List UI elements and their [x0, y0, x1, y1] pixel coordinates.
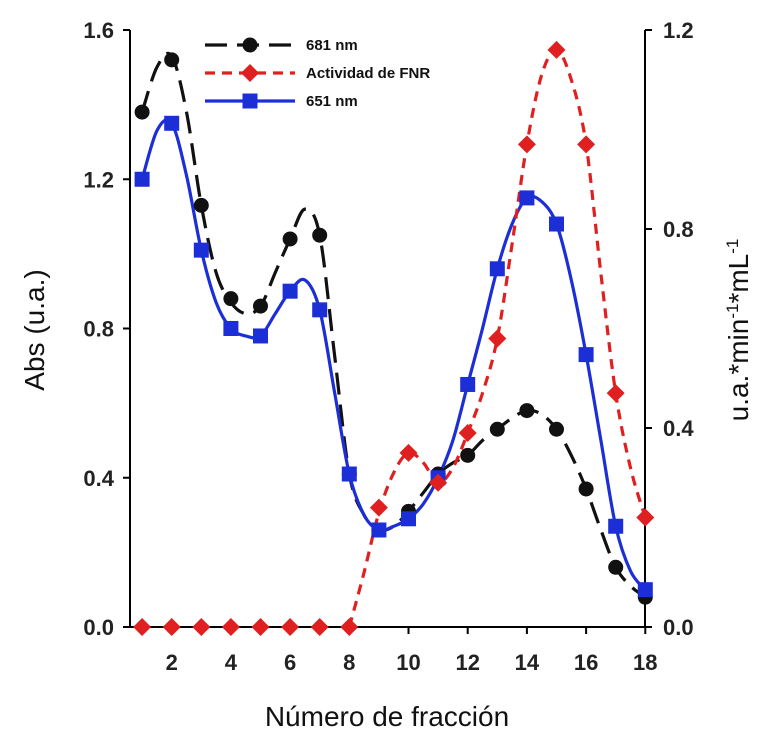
y-right-tick-label: 1.2	[663, 18, 694, 43]
legend-label-651-nm: 651 nm	[306, 93, 358, 110]
y-left-tick-label: 0.0	[83, 615, 114, 640]
data-point-actividad-de-fnr	[192, 618, 211, 636]
legend-marker-681-nm	[242, 37, 258, 53]
data-point-actividad-de-fnr	[636, 508, 655, 527]
y-right-tick-label: 0.4	[663, 416, 694, 441]
data-point-681-nm	[460, 447, 476, 463]
data-point-actividad-de-fnr	[606, 384, 625, 403]
data-point-actividad-de-fnr	[281, 618, 300, 636]
data-point-651-nm	[193, 242, 209, 258]
data-point-actividad-de-fnr	[488, 329, 507, 348]
data-point-681-nm	[608, 559, 624, 575]
y-right-ticks: 0.0 0.4 0.8 1.2	[645, 18, 694, 640]
data-point-actividad-de-fnr	[458, 423, 477, 442]
data-point-651-nm	[371, 522, 387, 538]
data-point-681-nm	[549, 421, 564, 437]
data-point-actividad-de-fnr	[162, 618, 181, 636]
data-point-actividad-de-fnr	[251, 618, 270, 636]
data-point-681-nm	[164, 52, 180, 68]
series-line-actividad-de-fnr	[347, 48, 647, 628]
y-axis-left-title: Abs (u.a.)	[19, 269, 50, 390]
y-left-tick-label: 0.4	[83, 466, 114, 491]
x-tick-label: 8	[343, 650, 355, 675]
data-point-651-nm	[489, 261, 505, 277]
x-tick-label: 14	[515, 650, 540, 675]
x-tick-label: 16	[574, 650, 598, 675]
data-point-651-nm	[578, 347, 594, 363]
data-point-651-nm	[164, 115, 180, 131]
data-point-actividad-de-fnr	[577, 135, 596, 154]
data-point-681-nm	[489, 421, 505, 437]
y-right-tick-label: 0.8	[663, 217, 694, 242]
series-line-681-nm	[140, 51, 647, 599]
series-line-651-nm	[140, 118, 647, 591]
data-point-651-nm	[401, 511, 416, 527]
y-left-tick-label: 1.6	[83, 18, 114, 43]
data-point-actividad-de-fnr	[399, 443, 418, 462]
y-right-tick-label: 0.0	[663, 615, 694, 640]
x-axis-title: Número de fracción	[265, 701, 509, 732]
data-point-actividad-de-fnr	[221, 618, 240, 636]
legend-marker-actividad-de-fnr	[241, 64, 259, 82]
x-tick-label: 12	[455, 650, 479, 675]
axes	[129, 30, 646, 628]
data-point-actividad-de-fnr	[310, 618, 329, 636]
data-point-actividad-de-fnr	[340, 618, 359, 636]
data-point-651-nm	[223, 321, 239, 336]
x-tick-label: 10	[396, 650, 420, 675]
y-axis-right-title-part-1: u.a.*min	[723, 319, 754, 422]
legend: 681 nm Actividad de FNR 651 nm	[205, 37, 430, 110]
y-axis-right-title-sup-1: -1	[723, 304, 742, 319]
y-axis-right-title-sup-2: -1	[723, 239, 742, 254]
y-left-tick-label: 0.8	[83, 317, 114, 342]
data-point-651-nm	[312, 302, 328, 318]
data-point-actividad-de-fnr	[133, 618, 152, 636]
x-tick-label: 2	[166, 650, 178, 675]
data-point-681-nm	[253, 298, 268, 314]
data-point-681-nm	[134, 104, 150, 120]
data-point-actividad-de-fnr	[369, 498, 388, 517]
data-point-681-nm	[578, 481, 594, 497]
x-tick-label: 18	[633, 650, 657, 675]
x-tick-label: 6	[284, 650, 296, 675]
data-point-681-nm	[193, 197, 209, 213]
data-point-651-nm	[134, 171, 150, 187]
x-ticks: 2 4 6 8 10 12 14 16 18	[166, 627, 658, 675]
data-point-681-nm	[519, 403, 535, 419]
data-point-651-nm	[282, 283, 298, 299]
data-point-651-nm	[341, 466, 357, 482]
y-axis-right-title-part-2: *mL	[723, 254, 754, 304]
y-left-ticks: 0.0 0.4 0.8 1.2 1.6	[83, 18, 130, 640]
legend-label-actividad-de-fnr: Actividad de FNR	[306, 65, 430, 82]
data-point-651-nm	[608, 518, 624, 534]
data-point-actividad-de-fnr	[547, 40, 566, 59]
series-markers	[133, 40, 655, 636]
x-tick-label: 4	[225, 650, 238, 675]
data-point-681-nm	[282, 231, 298, 247]
series-curves	[140, 48, 647, 628]
data-point-actividad-de-fnr	[429, 473, 448, 492]
data-point-actividad-de-fnr	[517, 135, 536, 154]
data-point-651-nm	[519, 190, 535, 206]
data-point-651-nm	[637, 582, 653, 598]
legend-label-681-nm: 681 nm	[306, 37, 358, 54]
data-point-681-nm	[312, 227, 328, 243]
data-point-651-nm	[253, 328, 268, 344]
y-axis-right-title: u.a.*min-1*mL-1	[723, 239, 754, 422]
y-left-tick-label: 1.2	[83, 167, 114, 192]
legend-marker-651-nm	[242, 93, 258, 109]
data-point-681-nm	[223, 291, 239, 307]
data-point-651-nm	[460, 376, 476, 392]
data-point-651-nm	[549, 216, 564, 232]
